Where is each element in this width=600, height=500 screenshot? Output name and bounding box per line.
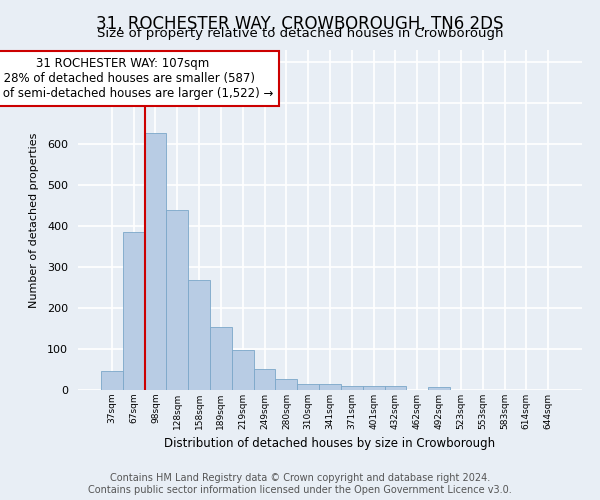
Bar	[101, 370, 123, 390]
Bar	[123, 232, 145, 390]
Bar	[297, 384, 319, 390]
Bar	[254, 368, 275, 390]
Text: 31 ROCHESTER WAY: 107sqm
← 28% of detached houses are smaller (587)
71% of semi-: 31 ROCHESTER WAY: 107sqm ← 28% of detach…	[0, 57, 273, 100]
Bar	[210, 326, 232, 390]
Bar	[363, 386, 385, 390]
Text: Contains HM Land Registry data © Crown copyright and database right 2024.
Contai: Contains HM Land Registry data © Crown c…	[88, 474, 512, 495]
Bar	[385, 386, 406, 390]
Text: 31, ROCHESTER WAY, CROWBOROUGH, TN6 2DS: 31, ROCHESTER WAY, CROWBOROUGH, TN6 2DS	[96, 15, 504, 33]
Bar	[166, 210, 188, 390]
Bar	[145, 133, 166, 390]
Bar	[319, 384, 341, 390]
Bar	[341, 386, 363, 390]
Bar	[188, 280, 210, 390]
Text: Size of property relative to detached houses in Crowborough: Size of property relative to detached ho…	[97, 28, 503, 40]
Y-axis label: Number of detached properties: Number of detached properties	[29, 132, 39, 308]
Bar	[232, 350, 254, 390]
Bar	[428, 387, 450, 390]
Bar	[275, 378, 297, 390]
X-axis label: Distribution of detached houses by size in Crowborough: Distribution of detached houses by size …	[164, 438, 496, 450]
